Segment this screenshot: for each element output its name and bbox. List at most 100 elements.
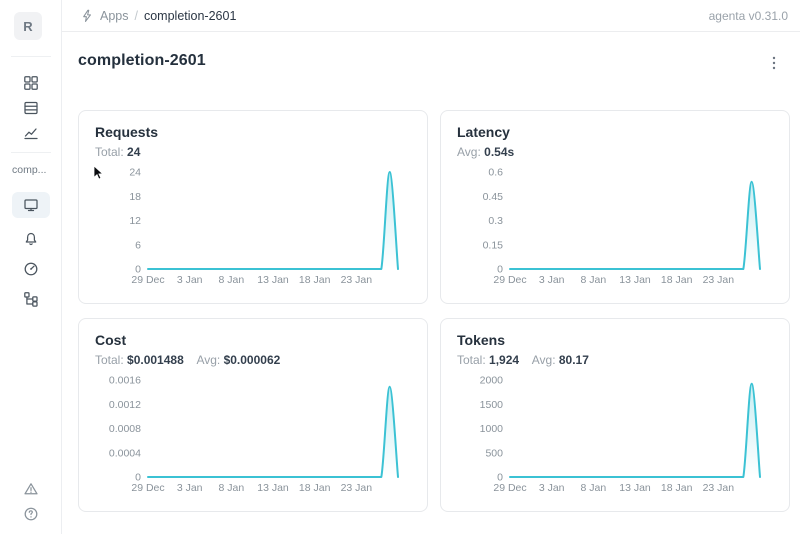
stat-label: Total:: [95, 145, 124, 159]
breadcrumb-apps-link[interactable]: Apps: [100, 8, 129, 23]
card-stats: Total: 1,924 Avg: 80.17: [457, 353, 773, 367]
thunderbolt-icon: [80, 9, 94, 23]
line-chart-icon: [24, 128, 38, 140]
svg-text:29 Dec: 29 Dec: [131, 274, 164, 286]
requests-chart[interactable]: 0 6 12 18 24 29 Dec 3 Jan 8 Jan 13 Jan 18 Jan 23 J…: [95, 163, 413, 293]
stat-value: $0.000062: [223, 353, 281, 367]
sidebar-item-overview[interactable]: [12, 192, 50, 218]
breadcrumb-current: completion-2601: [143, 8, 237, 23]
sidebar-item-evaluations[interactable]: [12, 226, 50, 252]
svg-text:13 Jan: 13 Jan: [257, 482, 289, 494]
workspace-avatar-letter: R: [23, 18, 33, 34]
help-circle-icon: [24, 507, 38, 521]
svg-text:29 Dec: 29 Dec: [131, 482, 164, 494]
stat-label: Avg:: [531, 353, 556, 367]
card-title: Latency: [457, 124, 510, 140]
card-title: Requests: [95, 124, 159, 140]
app-version: agenta v0.31.0: [708, 9, 788, 23]
svg-text:0: 0: [497, 264, 503, 276]
sidebar-item-alerts[interactable]: [12, 476, 50, 502]
svg-text:13 Jan: 13 Jan: [257, 274, 289, 286]
svg-text:500: 500: [485, 447, 503, 459]
metric-card-cost: Cost Total: $0.001488 Avg: $0.000062 0 0.…: [78, 318, 428, 512]
svg-text:29 Dec: 29 Dec: [493, 274, 526, 286]
sidebar: R comp...: [0, 0, 62, 534]
card-title: Tokens: [457, 332, 505, 348]
sidebar-divider: [11, 56, 51, 57]
sidebar-item-monitoring[interactable]: [12, 256, 50, 282]
svg-text:8 Jan: 8 Jan: [580, 482, 606, 494]
gauge-icon: [24, 262, 38, 276]
svg-text:1000: 1000: [480, 423, 504, 435]
svg-text:3 Jan: 3 Jan: [539, 482, 565, 494]
card-stats: Avg: 0.54s: [457, 145, 773, 159]
svg-text:0.0012: 0.0012: [109, 399, 141, 411]
bell-icon: [25, 232, 37, 246]
svg-text:0.15: 0.15: [483, 239, 504, 251]
svg-text:18 Jan: 18 Jan: [299, 274, 331, 286]
card-title: Cost: [95, 332, 127, 348]
sidebar-item-traces[interactable]: [12, 286, 50, 312]
svg-text:1500: 1500: [480, 399, 504, 411]
svg-text:13 Jan: 13 Jan: [619, 482, 651, 494]
svg-text:18 Jan: 18 Jan: [661, 274, 693, 286]
svg-text:13 Jan: 13 Jan: [619, 274, 651, 286]
svg-text:0.3: 0.3: [488, 215, 503, 227]
svg-text:3 Jan: 3 Jan: [539, 274, 565, 286]
svg-text:2000: 2000: [480, 375, 504, 387]
monitor-icon: [24, 199, 38, 212]
latency-chart[interactable]: 0 0.15 0.3 0.45 0.6 29 Dec 3 Jan 8 Jan 13 Jan 18 …: [457, 163, 775, 293]
svg-text:8 Jan: 8 Jan: [580, 274, 606, 286]
svg-text:0.6: 0.6: [488, 167, 503, 179]
ellipsis-vertical-icon: [772, 56, 776, 70]
page-title: completion-2601: [78, 52, 206, 69]
svg-text:8 Jan: 8 Jan: [218, 482, 244, 494]
metric-card-requests: Requests Total: 24 0 6 12 18 24 29 Dec 3 Jan 8 …: [78, 110, 428, 304]
stat-label: Total:: [457, 353, 486, 367]
sidebar-app-label: comp...: [12, 164, 47, 176]
stat-value: 0.54s: [484, 145, 515, 159]
svg-text:18 Jan: 18 Jan: [661, 482, 693, 494]
stat-label: Total:: [95, 353, 124, 367]
breadcrumb: Apps / completion-2601: [80, 9, 236, 23]
sidebar-item-testsets[interactable]: [12, 95, 50, 121]
tokens-chart[interactable]: 0 500 1000 1500 2000 29 Dec 3 Jan 8 Jan 13 Jan 18…: [457, 371, 775, 501]
sidebar-item-apps[interactable]: [12, 70, 50, 96]
svg-text:3 Jan: 3 Jan: [177, 274, 203, 286]
svg-text:0: 0: [135, 472, 141, 484]
card-stats: Total: $0.001488 Avg: $0.000062: [95, 353, 411, 367]
workspace-avatar[interactable]: R: [14, 12, 42, 40]
grid-icon: [24, 76, 38, 90]
stat-value: 24: [127, 145, 141, 159]
sidebar-item-observability[interactable]: [12, 120, 50, 146]
svg-text:29 Dec: 29 Dec: [493, 482, 526, 494]
svg-text:23 Jan: 23 Jan: [341, 274, 373, 286]
svg-text:0.0004: 0.0004: [109, 447, 141, 459]
sidebar-item-help[interactable]: [12, 501, 50, 527]
metric-card-latency: Latency Avg: 0.54s 0 0.15 0.3 0.45 0.6 29 Dec…: [440, 110, 790, 304]
stat-value: 80.17: [558, 353, 589, 367]
svg-text:0: 0: [497, 472, 503, 484]
sidebar-divider: [11, 152, 51, 153]
svg-text:0: 0: [135, 264, 141, 276]
metric-card-tokens: Tokens Total: 1,924 Avg: 80.17 0 500 1000 1…: [440, 318, 790, 512]
stat-value: 1,924: [489, 353, 520, 367]
stat-label: Avg:: [196, 353, 221, 367]
svg-text:3 Jan: 3 Jan: [177, 482, 203, 494]
table-icon: [24, 101, 38, 115]
svg-text:12: 12: [129, 215, 141, 227]
more-menu-button[interactable]: [762, 52, 786, 74]
cost-chart[interactable]: 0 0.0004 0.0008 0.0012 0.0016 29 Dec 3 Jan 8 Ja…: [95, 371, 413, 501]
svg-text:23 Jan: 23 Jan: [703, 274, 735, 286]
svg-text:24: 24: [129, 167, 141, 179]
top-bar: Apps / completion-2601 agenta v0.31.0: [62, 0, 800, 32]
svg-text:0.0008: 0.0008: [109, 423, 141, 435]
svg-text:18: 18: [129, 191, 141, 203]
alert-triangle-icon: [24, 483, 38, 495]
svg-text:18 Jan: 18 Jan: [299, 482, 331, 494]
svg-text:6: 6: [135, 239, 141, 251]
svg-text:23 Jan: 23 Jan: [703, 482, 735, 494]
stat-label: Avg:: [457, 145, 481, 159]
svg-text:0.0016: 0.0016: [109, 375, 141, 387]
